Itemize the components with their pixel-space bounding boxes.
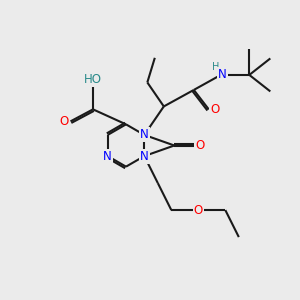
Text: H: H [212, 61, 219, 71]
Text: O: O [210, 103, 220, 116]
Text: N: N [140, 150, 149, 163]
Text: O: O [60, 115, 69, 128]
Text: N: N [218, 68, 227, 81]
Text: O: O [195, 139, 204, 152]
Text: N: N [140, 128, 149, 141]
Text: HO: HO [84, 73, 102, 86]
Text: O: O [194, 204, 203, 217]
Text: N: N [103, 150, 112, 163]
